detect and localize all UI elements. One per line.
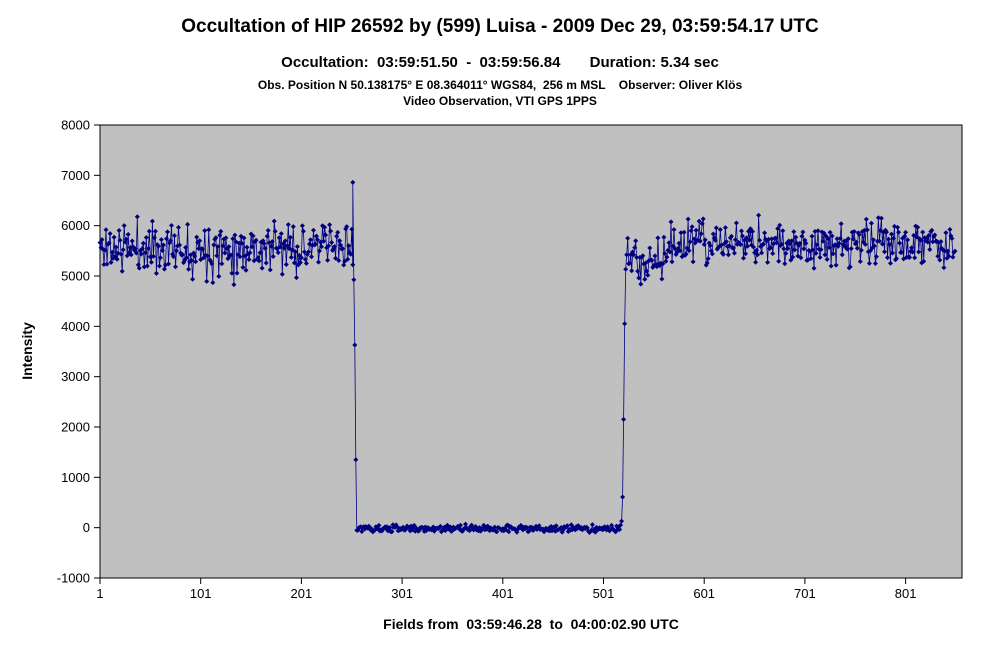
- y-tick-label: 7000: [61, 168, 90, 183]
- plot-area: [99, 124, 963, 579]
- x-axis-title: Fields from 03:59:46.28 to 04:00:02.90 U…: [383, 616, 679, 632]
- x-tick-label: 1: [96, 586, 103, 601]
- x-tick-label: 201: [291, 586, 313, 601]
- x-tick-label: 601: [693, 586, 715, 601]
- x-tick-label: 801: [895, 586, 917, 601]
- y-tick-label: 4000: [61, 319, 90, 334]
- y-axis-title: Intensity: [19, 322, 35, 380]
- y-tick-label: 2000: [61, 420, 90, 435]
- x-tick-label: 701: [794, 586, 816, 601]
- y-tick-label: 5000: [61, 269, 90, 284]
- chart-title: Occultation of HIP 26592 by (599) Luisa …: [181, 16, 819, 37]
- y-tick-label: 6000: [61, 218, 90, 233]
- x-tick-label: 101: [190, 586, 212, 601]
- observer-position-line: Obs. Position N 50.138175° E 08.364011° …: [257, 78, 743, 92]
- x-tick-label: 501: [593, 586, 615, 601]
- x-axis: 1 101 201 301 401 501 601 701 801: [96, 578, 916, 601]
- observation-method-line: Video Observation, VTI GPS 1PPS: [403, 94, 597, 108]
- occultation-times-subtitle: Occultation: 03:59:51.50 - 03:59:56.84 D…: [281, 54, 719, 71]
- x-tick-label: 301: [391, 586, 413, 601]
- y-tick-label: 0: [83, 520, 90, 535]
- y-tick-label: 8000: [61, 118, 90, 133]
- x-tick-label: 401: [492, 586, 514, 601]
- y-tick-label: 3000: [61, 369, 90, 384]
- y-tick-label: 1000: [61, 470, 90, 485]
- y-axis: -1000 0 1000 2000 3000 4000 5000 6000 7000 8000: [57, 118, 100, 586]
- y-tick-label: -1000: [57, 571, 90, 586]
